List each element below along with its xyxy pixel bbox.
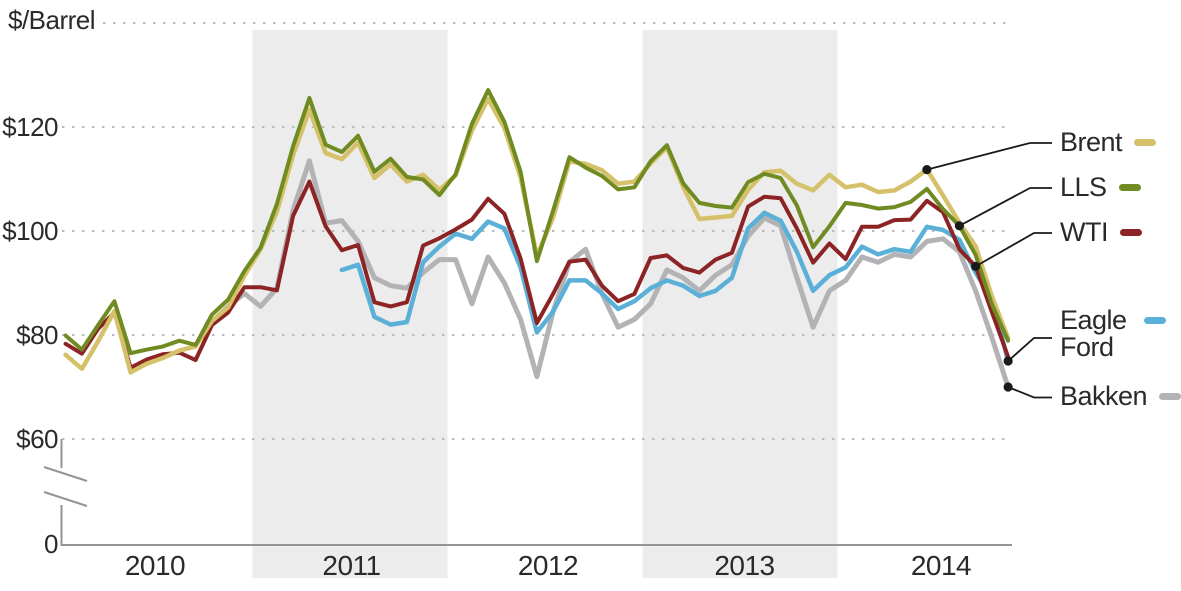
series-line-bakken xyxy=(209,158,1011,390)
legend-item-eagle-ford: Eagle Ford xyxy=(1060,307,1166,361)
x-year-label-2010: 2010 xyxy=(124,550,186,581)
legend-label-eagle-ford: Eagle Ford xyxy=(1060,305,1127,362)
legend-label-lls: LLS xyxy=(1060,172,1107,202)
legend-item-brent: Brent xyxy=(1060,127,1157,157)
callout-dot-lls xyxy=(954,221,964,231)
legend-item-bakken: Bakken xyxy=(1060,383,1181,410)
y-tick-label-60: $60 xyxy=(16,424,58,454)
x-year-label-2011: 2011 xyxy=(322,550,381,581)
callout-leader-brent xyxy=(926,142,1052,171)
series-line-eagle-ford xyxy=(339,210,1011,364)
x-year-label-2013: 2013 xyxy=(714,550,775,581)
callout-dot-brent xyxy=(922,165,932,175)
callout-leader-lls xyxy=(958,187,1052,227)
legend-label-wti: WTI xyxy=(1060,217,1108,247)
series-line-lls xyxy=(63,88,1011,356)
legend-item-wti: WTI xyxy=(1060,219,1142,246)
legend-label-brent: Brent xyxy=(1060,127,1123,157)
axis-break-mark-1 xyxy=(43,466,88,482)
legend-swatch-bakken xyxy=(1159,393,1181,400)
series-line-wti xyxy=(63,179,1011,370)
axis-break-mark-2 xyxy=(43,491,88,507)
callout-leader-bakken xyxy=(1007,386,1052,399)
legend-swatch-brent xyxy=(1134,139,1157,146)
shaded-band-2011 xyxy=(252,30,448,578)
y-tick-label-80: $80 xyxy=(16,320,58,350)
legend-swatch-eagle-ford xyxy=(1144,317,1166,324)
legend-item-lls: LLS xyxy=(1060,174,1141,201)
callout-dot-wti xyxy=(971,261,981,271)
y-tick-label-100: $100 xyxy=(2,216,58,246)
y-axis-unit-label: $/Barrel xyxy=(8,5,96,35)
callout-leader-eagle-ford xyxy=(1007,337,1052,362)
y-tick-label-120: $120 xyxy=(2,112,58,142)
callout-dot-bakken xyxy=(1003,382,1013,392)
y-tick-label-0: 0 xyxy=(44,529,58,559)
callout-leader-wti xyxy=(975,232,1052,268)
legend-swatch-wti xyxy=(1119,229,1142,236)
legend-swatch-lls xyxy=(1118,184,1141,191)
shaded-band-2013 xyxy=(642,30,838,578)
legend-label-bakken: Bakken xyxy=(1060,381,1148,411)
x-year-label-2012: 2012 xyxy=(517,550,579,581)
x-year-label-2014: 2014 xyxy=(910,550,972,581)
callout-dot-eagle-ford xyxy=(1003,356,1013,366)
